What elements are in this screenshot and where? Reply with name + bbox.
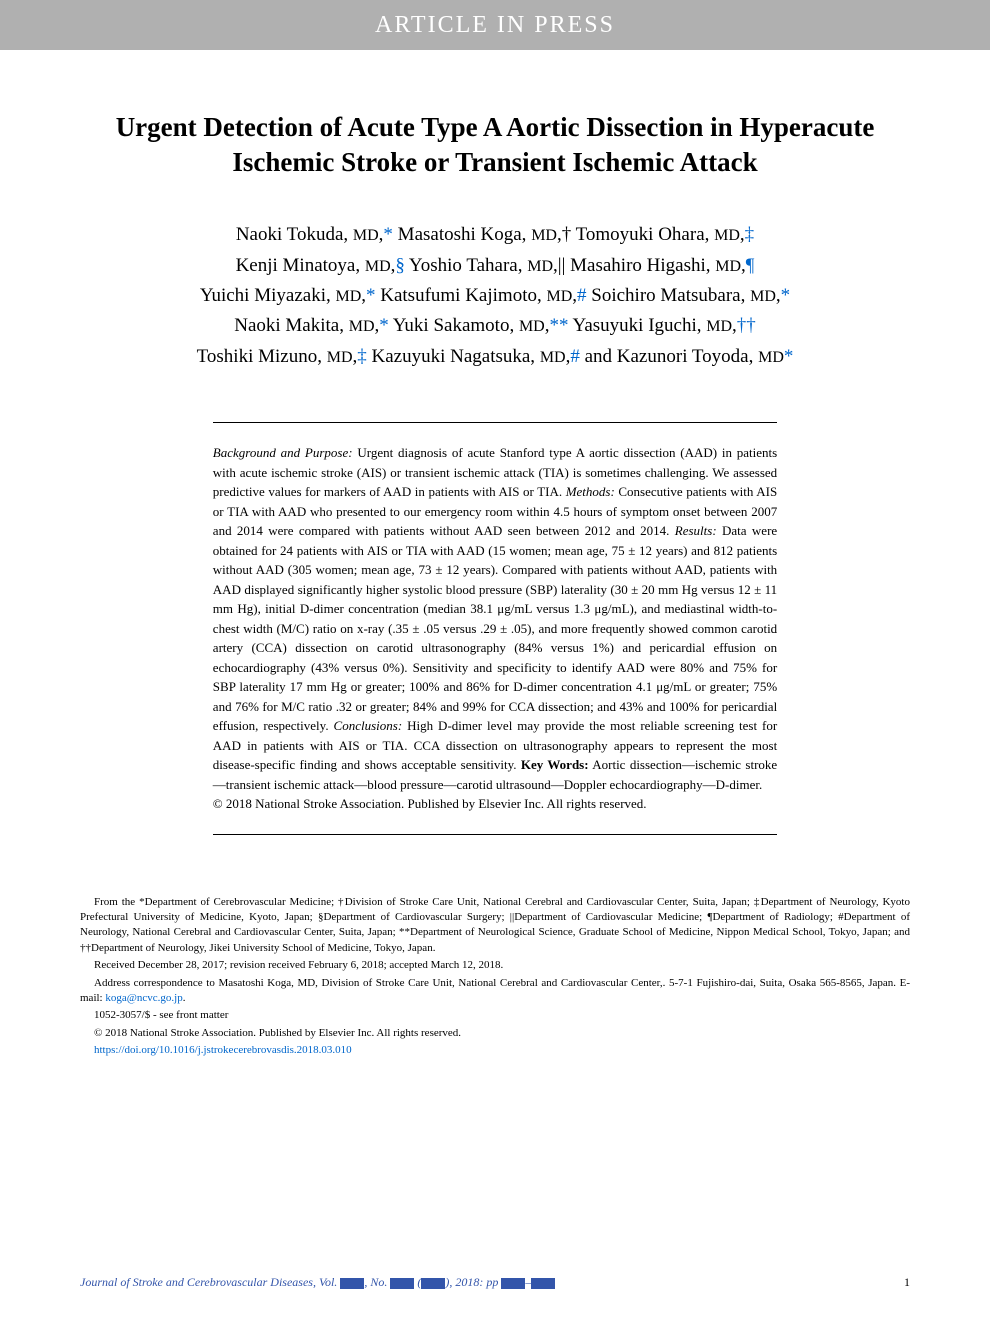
pages-label: ), 2018: pp — [445, 1275, 501, 1289]
page-placeholder-icon — [531, 1278, 543, 1289]
article-in-press-banner: ARTICLE IN PRESS — [0, 0, 990, 50]
page-number: 1 — [904, 1275, 910, 1290]
page-placeholder-icon — [501, 1278, 513, 1289]
no-placeholder-icon — [402, 1278, 414, 1289]
doi-link[interactable]: https://doi.org/10.1016/j.jstrokecerebro… — [94, 1044, 352, 1056]
issue-placeholder-icon — [421, 1278, 433, 1289]
article-content: Urgent Detection of Acute Type A Aortic … — [0, 50, 990, 1091]
page-placeholder-icon — [513, 1278, 525, 1289]
authors-list: Naoki Tokuda, MD,* Masatoshi Koga, MD,† … — [80, 220, 910, 372]
abstract-text: Background and Purpose: Urgent diagnosis… — [213, 443, 777, 814]
banner-text: ARTICLE IN PRESS — [375, 12, 615, 39]
no-label: , No. — [364, 1275, 390, 1289]
vol-label: , Vol. — [313, 1275, 340, 1289]
affiliations: From the *Department of Cerebrovascular … — [80, 895, 910, 957]
footer-notes: From the *Department of Cerebrovascular … — [80, 895, 910, 1059]
journal-name: Journal of Stroke and Cerebrovascular Di… — [80, 1275, 313, 1289]
vol-placeholder-icon — [340, 1278, 352, 1289]
issue-placeholder-icon — [433, 1278, 445, 1289]
correspondence-text: Address correspondence to Masatoshi Koga… — [80, 977, 910, 1004]
correspondence: Address correspondence to Masatoshi Koga… — [80, 976, 910, 1007]
journal-footer: Journal of Stroke and Cerebrovascular Di… — [80, 1275, 910, 1290]
issn: 1052-3057/$ - see front matter — [80, 1008, 910, 1023]
doi: https://doi.org/10.1016/j.jstrokecerebro… — [80, 1043, 910, 1058]
received-dates: Received December 28, 2017; revision rec… — [80, 958, 910, 973]
article-title: Urgent Detection of Acute Type A Aortic … — [80, 110, 910, 180]
no-placeholder-icon — [390, 1278, 402, 1289]
year-label: ( — [414, 1275, 421, 1289]
page-placeholder-icon — [543, 1278, 555, 1289]
correspondence-email[interactable]: koga@ncvc.go.jp — [105, 992, 182, 1004]
vol-placeholder-icon — [352, 1278, 364, 1289]
copyright: © 2018 National Stroke Association. Publ… — [80, 1026, 910, 1041]
abstract-container: Background and Purpose: Urgent diagnosis… — [213, 422, 777, 835]
